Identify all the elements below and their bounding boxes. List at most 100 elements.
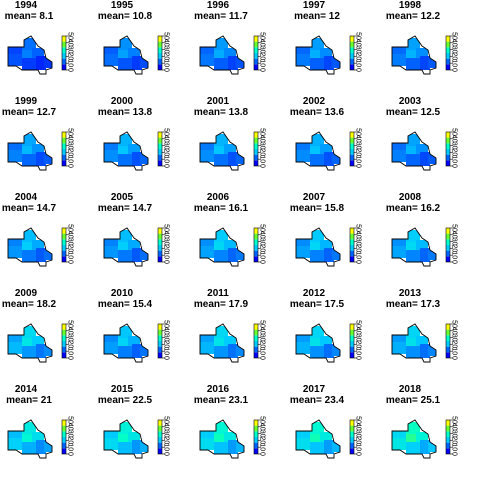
region-outline bbox=[7, 131, 53, 171]
colorbar-segment bbox=[446, 233, 450, 240]
heatmap-cell bbox=[310, 134, 324, 146]
heatmap-cell bbox=[22, 230, 36, 242]
year-panel: 2007 mean= 15.8 0 10 20 30 40 50 bbox=[288, 192, 384, 288]
region-outline bbox=[7, 323, 53, 363]
heatmap-cell bbox=[32, 336, 44, 346]
heatmap-cell bbox=[392, 342, 406, 354]
heatmap-cell bbox=[22, 338, 32, 346]
region-outline bbox=[295, 227, 341, 267]
colorbar-frame bbox=[349, 131, 355, 167]
panel-mean-label: mean= 21 bbox=[6, 395, 52, 406]
panel-mean-label: mean= 23.1 bbox=[193, 395, 249, 406]
colorbar-tick-label: 40 bbox=[259, 327, 266, 335]
region-outline bbox=[199, 35, 245, 75]
heatmap-cell bbox=[320, 432, 332, 442]
colorbar-segment bbox=[62, 341, 66, 347]
colorbar-tick-label: 50 bbox=[355, 416, 362, 424]
colorbar-segment bbox=[446, 352, 450, 358]
panel-mean-label: mean= 14.7 bbox=[97, 203, 153, 214]
heatmap-cell bbox=[8, 238, 26, 246]
panel-mean-label: mean= 22.5 bbox=[97, 395, 153, 406]
colorbar-tick-label: 0 bbox=[451, 260, 458, 264]
heatmap-cell bbox=[128, 48, 140, 58]
colorbar-segment bbox=[350, 53, 354, 59]
colorbar-tick-label: 30 bbox=[259, 334, 266, 342]
colorbar-frame bbox=[253, 227, 259, 263]
heatmap-cell bbox=[296, 342, 310, 354]
colorbar-tick-label: 20 bbox=[355, 245, 362, 253]
colorbar-segment bbox=[158, 245, 162, 251]
heatmap-cell bbox=[228, 440, 238, 454]
region-map bbox=[199, 227, 245, 267]
colorbar-segment bbox=[350, 160, 354, 166]
heatmap-cell bbox=[332, 346, 340, 356]
colorbar-segment bbox=[350, 239, 354, 245]
colorbar-frame bbox=[253, 419, 259, 455]
heatmap-cell bbox=[214, 422, 228, 434]
heatmap-cell bbox=[214, 442, 228, 454]
colorbar-segment bbox=[158, 132, 162, 138]
heatmap-cell bbox=[118, 326, 132, 338]
colorbar-tick-label: 30 bbox=[163, 238, 170, 246]
colorbar-tick-label: 30 bbox=[163, 142, 170, 150]
heatmap-cell bbox=[118, 134, 132, 146]
colorbar-segment bbox=[62, 245, 66, 251]
panel-year-title: 1996 bbox=[206, 0, 230, 11]
colorbar-tick-label: 10 bbox=[451, 443, 458, 451]
colorbar-tick-label: 40 bbox=[67, 39, 74, 47]
heatmap-cell bbox=[200, 150, 214, 162]
panel-mean-label: mean= 17.9 bbox=[193, 299, 249, 310]
region-outline bbox=[103, 227, 149, 267]
heatmap-cell bbox=[406, 38, 420, 50]
colorbar-segment bbox=[62, 132, 66, 138]
colorbar-tick-label: 50 bbox=[163, 320, 170, 328]
colorbar-tick-label: 50 bbox=[259, 128, 266, 136]
colorbar-segment bbox=[158, 41, 162, 48]
panel-mean-label: mean= 12.2 bbox=[385, 11, 441, 22]
heatmap-cell bbox=[324, 152, 334, 166]
year-panel: 1998 mean= 12.2 0 10 20 30 40 50 bbox=[384, 0, 480, 96]
region-map bbox=[7, 131, 53, 171]
heatmap-cell bbox=[332, 154, 340, 164]
colorbar-tick-label: 30 bbox=[451, 46, 458, 54]
heatmap-cell bbox=[104, 334, 122, 342]
colorbar-tick-label: 40 bbox=[355, 39, 362, 47]
heatmap-cell bbox=[8, 142, 26, 150]
colorbar-segment bbox=[446, 239, 450, 245]
colorbar-segment bbox=[62, 58, 66, 65]
panel-year-title: 2007 bbox=[302, 192, 326, 203]
heatmap-cell bbox=[406, 422, 420, 434]
colorbar-tick-label: 0 bbox=[163, 452, 170, 456]
colorbar-segment bbox=[350, 448, 354, 454]
colorbar-tick-label: 0 bbox=[163, 164, 170, 168]
region-map bbox=[295, 35, 341, 75]
region-outline bbox=[391, 227, 437, 267]
heatmap-cell bbox=[104, 430, 122, 438]
heatmap-cell bbox=[310, 442, 324, 454]
heatmap-cell bbox=[8, 430, 26, 438]
colorbar-frame bbox=[349, 35, 355, 71]
heatmap-cell bbox=[118, 242, 128, 250]
heatmap-cell bbox=[32, 144, 44, 154]
colorbar-tick-label: 10 bbox=[163, 347, 170, 355]
region-outline bbox=[295, 35, 341, 75]
heatmap-cell bbox=[236, 154, 244, 164]
colorbar-segment bbox=[62, 154, 66, 161]
colorbar-segment bbox=[158, 352, 162, 358]
colorbar-tick-label: 20 bbox=[163, 53, 170, 61]
colorbar-tick-label: 40 bbox=[451, 423, 458, 431]
heatmap-cell bbox=[104, 54, 118, 66]
colorbar-frame bbox=[253, 35, 259, 71]
panel-year-title: 2016 bbox=[206, 384, 230, 395]
heatmap-cell bbox=[310, 230, 324, 242]
colorbar-tick-label: 10 bbox=[451, 251, 458, 259]
colorbar-segment bbox=[254, 250, 258, 257]
panel-year-title: 2017 bbox=[302, 384, 326, 395]
colorbar-tick-label: 50 bbox=[163, 32, 170, 40]
heatmap-cell bbox=[140, 346, 148, 356]
heatmap-cell bbox=[104, 238, 122, 246]
colorbar-frame bbox=[61, 35, 67, 71]
